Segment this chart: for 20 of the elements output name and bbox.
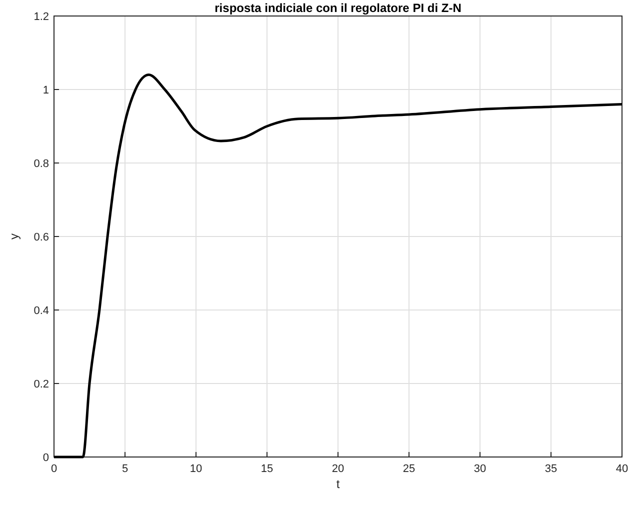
y-tick-label: 0.6 xyxy=(34,232,49,244)
y-tick-label: 0.8 xyxy=(34,158,49,170)
y-tick-label: 0.4 xyxy=(34,305,49,317)
x-tick-label: 30 xyxy=(474,463,486,475)
chart-title: risposta indiciale con il regolatore PI di Z-N xyxy=(214,1,462,15)
x-tick-label: 5 xyxy=(122,463,128,475)
y-tick-label: 0 xyxy=(42,452,49,464)
x-tick-label: 10 xyxy=(190,463,202,475)
y-axis-title: y xyxy=(7,234,21,240)
x-tick-label: 0 xyxy=(50,463,58,475)
y-tick-label: 1 xyxy=(42,84,49,96)
x-tick-label: 25 xyxy=(402,463,416,475)
y-tick-label: 0.2 xyxy=(34,378,49,390)
x-tick-label: 40 xyxy=(616,463,628,475)
x-tick-label: 20 xyxy=(332,463,344,475)
x-axis-title: t xyxy=(336,477,340,491)
y-tick-label: 1.2 xyxy=(34,11,49,23)
x-tick-label: 35 xyxy=(544,463,558,475)
line-series xyxy=(52,74,624,458)
x-tick-label: 15 xyxy=(260,463,274,475)
